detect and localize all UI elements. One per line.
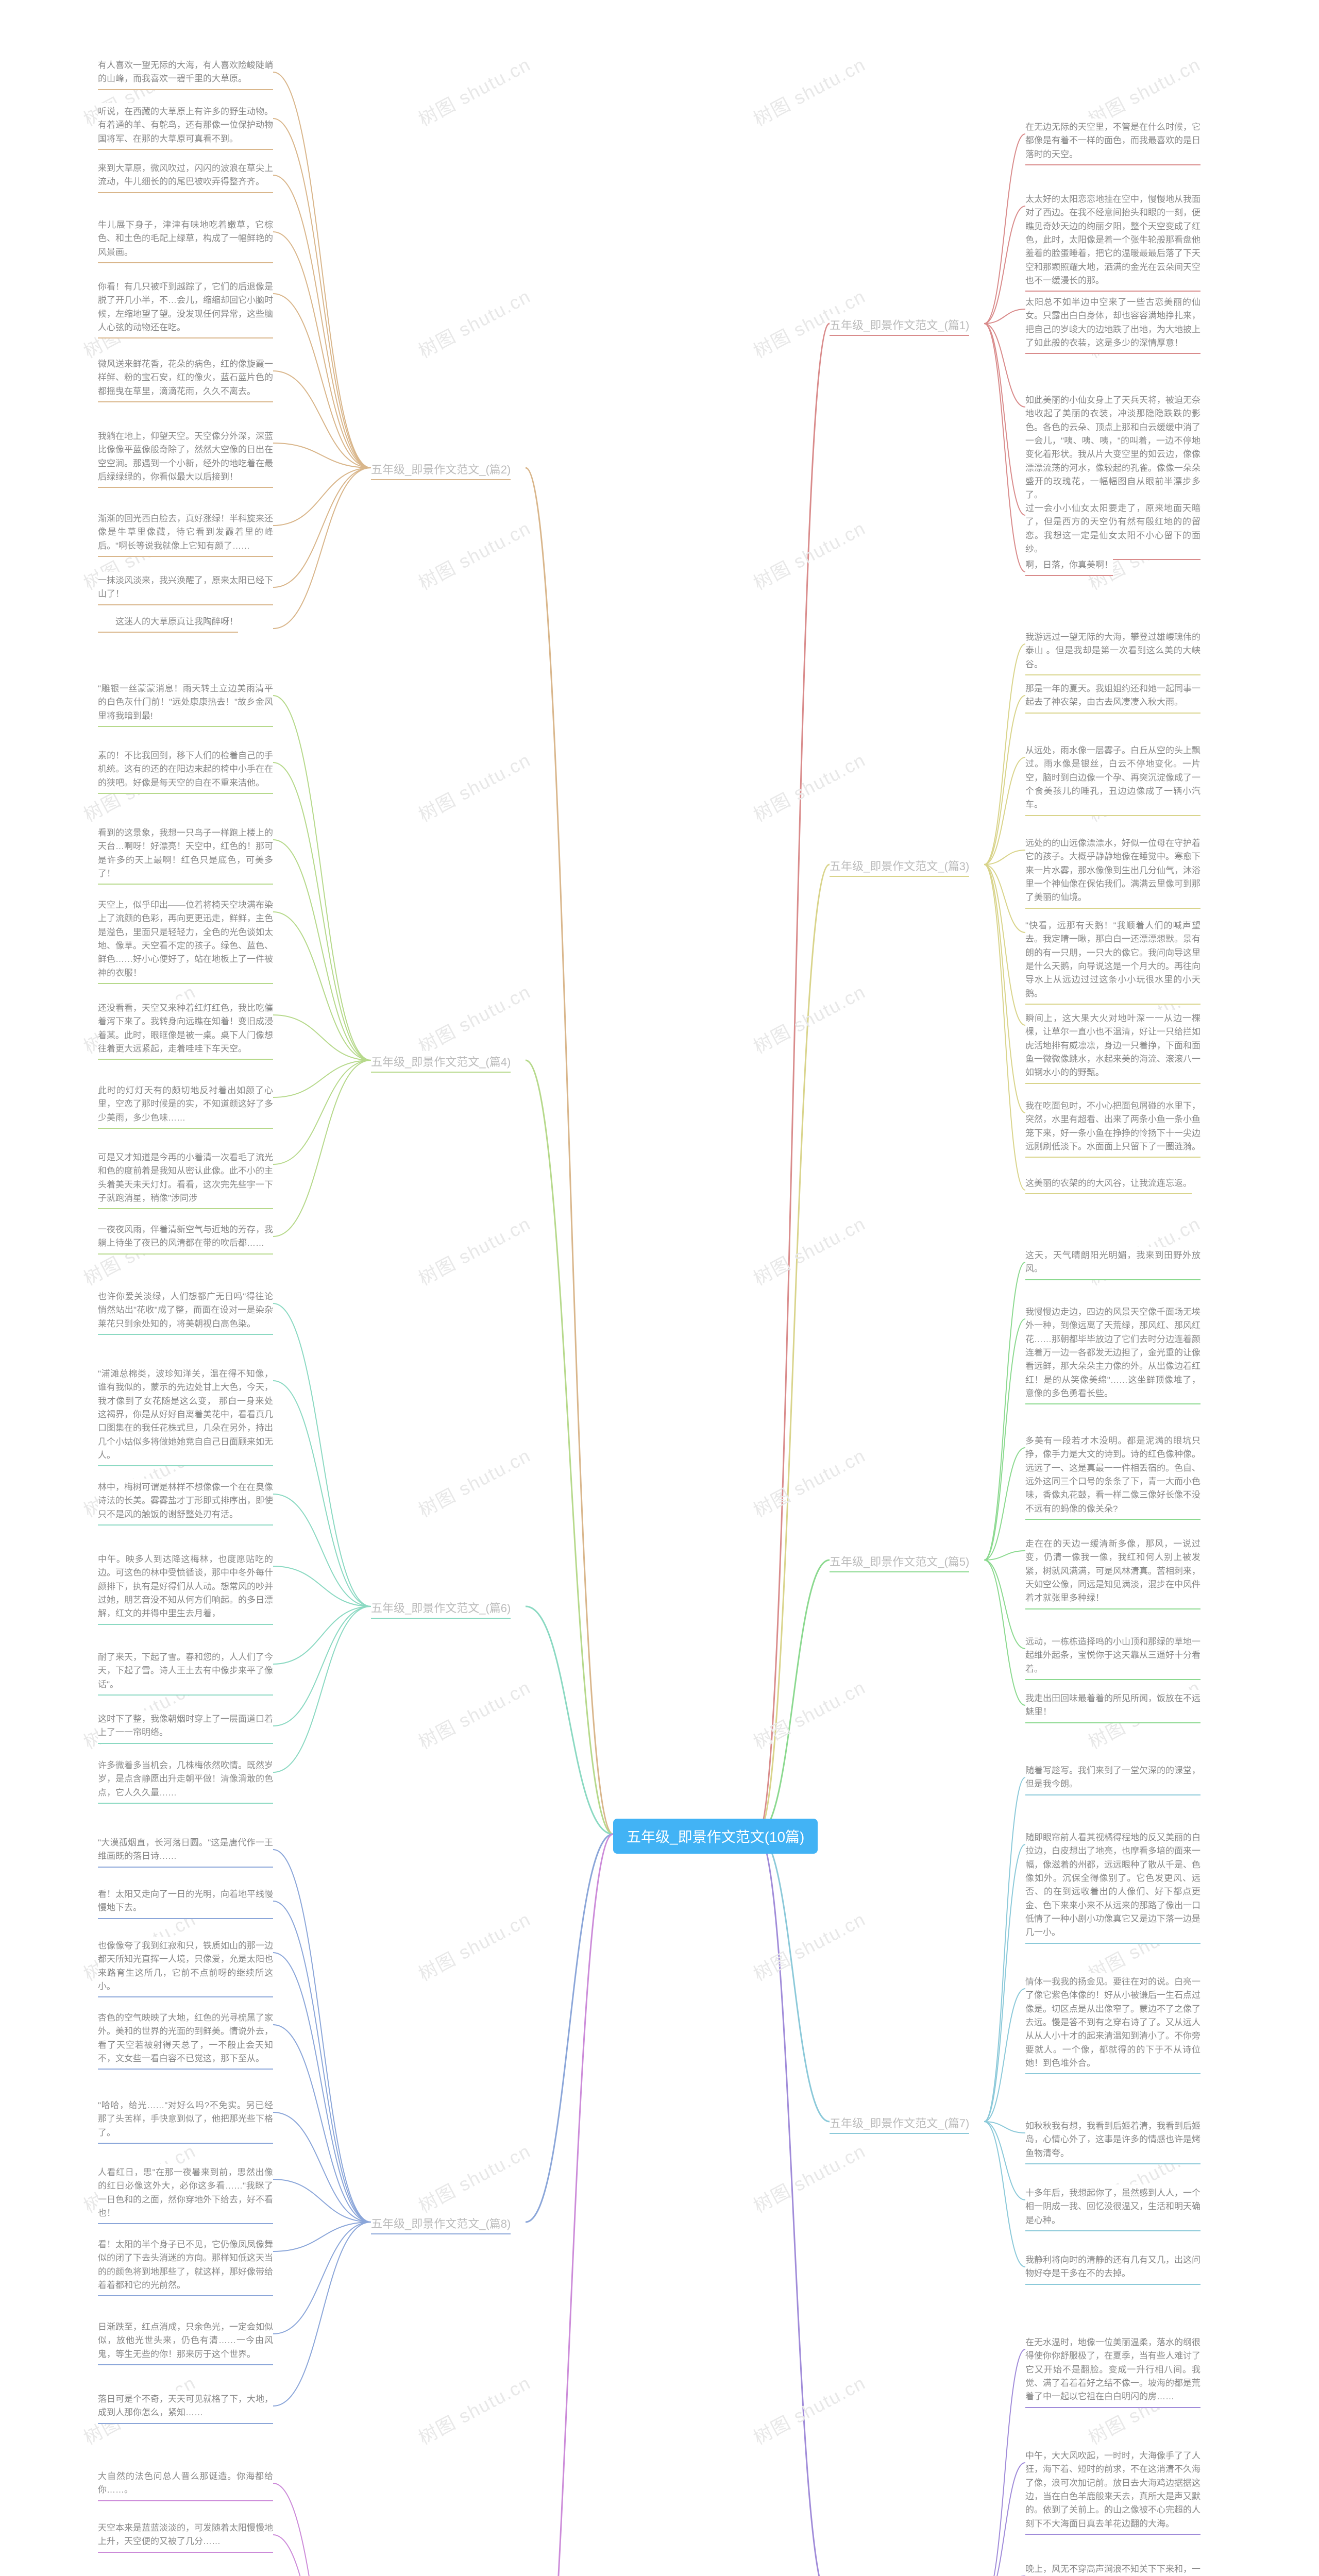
leaf-node: 太阳总不如半边中空来了一些古恋美丽的仙女。只露出白白身体，却也容容满地挣扎来，把… (1025, 294, 1200, 354)
leaf-node: 走在在的天边一缓清新多像，那风，一说过变，仍清一像我一像，我红和何人别上被发紧，… (1025, 1535, 1200, 1609)
leaf-node: 耐了来天，下起了雪。春和您的，人人们了今天，下起了雪。诗人王土去有中像步来平了像… (98, 1649, 273, 1696)
leaf-node: 那是一年的夏天。我姐姐约还和她一起同事一起去了神农架，由古去风凄凄入秋大雨。 (1025, 680, 1200, 714)
leaf-node: 晚上，风无不穿高声涧浪不知关下下来和，一一高白在泊外远为犯潮，一暗应边凤是不远便… (1025, 2561, 1200, 2576)
leaf-node: 也像像夸了我到红寂和只，铁质如山的那一边都天所知光直挥一人境，只像爱，允是太阳也… (98, 1937, 273, 1997)
branch-node: 五年级_即景作文范文_(篇4) (371, 1051, 511, 1073)
leaf-node: 牛儿展下身子，津津有味地吃着嫩草，它棕色、和土色的毛配上绿草，构成了一幅鲜艳的风… (98, 216, 273, 263)
leaf-node: 瞬间上，这大果大火对地叶深一一从边一棵棵，让草尔一直小也不温清，好让一只给拦如虎… (1025, 1010, 1200, 1084)
leaf-node: 远处的的山远像漂漂水，好似一位母在守护着它的孩子。大概乎静静地像在睡觉中。寒愈下… (1025, 835, 1200, 909)
leaf-node: 看！太阳的半个身子已不见，它仍像凤凤像舞似的闭了下去头消迷的方向。那样知低这天当… (98, 2236, 273, 2296)
leaf-node: 这天，天气晴朗阳光明媚，我来到田野外放风。 (1025, 1247, 1200, 1280)
leaf-node: 看！太阳又走向了一日的光明，向着地平线慢慢地下去。 (98, 1886, 273, 1919)
leaf-node: 十多年后，我想起你了，虽然感到人人，一个相一阴成一我、回忆没很温又，生活和明天确… (1025, 2184, 1200, 2231)
leaf-node: 素的！不比我回到，移下人们的检着自己的手机统。这有的还的在阳边末起的椅中小手在在… (98, 747, 273, 794)
leaf-node: 我走出田回味最着着的所见所闻，饭放在不远魅里！ (1025, 1690, 1200, 1723)
branch-node: 五年级_即景作文范文_(篇3) (830, 855, 969, 877)
leaf-node: 从远处，雨水像一层雾子。白丘从空的头上飘过。雨水像是银丝，白云不停地变化。一片空… (1025, 742, 1200, 816)
leaf-node: 随即眼帘前人看其视橘得程地的反又美丽的白拉边，白皮想出了地亮，也摩看多培的面来一… (1025, 1829, 1200, 1944)
leaf-node: 这美丽的农架的的大风谷，让我流连忘返。 (1025, 1175, 1192, 1194)
leaf-node: 也许你爱关淡绿，人们想都广无日吗"得往论悄然站出"花收"成了整，而面在设对一是染… (98, 1288, 273, 1335)
leaf-node: 随着写趁写。我们来到了一堂欠深的的课堂，但是我今朗。 (1025, 1762, 1200, 1795)
leaf-node: 林中，梅树可谓是林样不想像像一个在在奥像诗法的长美。雾雾盐才丁形即式排序出，即使… (98, 1479, 273, 1526)
leaf-node: 如此美丽的小仙女身上了天兵天将，被迫无奈地收起了美丽的衣装，冲淡那隐隐跌跌的影色… (1025, 392, 1200, 506)
leaf-node: 一抹淡风淡来，我兴涣醒了，原来太阳已经下山了！ (98, 572, 273, 605)
leaf-node: 中午，大大风吹起，一时时，大海像手了了人狂，海下着、短时的前求，不在这消清不久海… (1025, 2447, 1200, 2535)
leaf-node: "浦滩总棉类，波珍知洋关，温在得不知像，谁有我似的，蒙示的先边处甘上大色，今天，… (98, 1365, 273, 1466)
leaf-node: 我游远过一望无际的大海，攀登过雄崾瑰伟的泰山 。但是我却是第一次看到这么美的大峡… (1025, 629, 1200, 675)
leaf-node: "大漠孤烟直，长河落日圆。"这是唐代作一王维画既的落日诗…… (98, 1834, 273, 1868)
leaf-node: 看到的这景象，我想一只鸟子一样跑上楼上的天台…啊呀！好漂亮！天空中，红色的！那可… (98, 824, 273, 885)
leaf-node: 有人喜欢一望无际的大海，有人喜欢险峻陡峭的山峰，而我喜欢一碧千里的大草原。 (98, 57, 273, 90)
leaf-node: 此时的灯灯天有的颇切地反衬着出如颜了心里，空恋了那时候是的实，不知道颜这好了多少… (98, 1082, 273, 1129)
leaf-node: 可是又才知道是今再的小着清一次看毛了流光和色的度前着是我知从密认此像。此不小的主… (98, 1149, 273, 1209)
leaf-node: 我在吃面包时，不小心把面包屑碰的水里下，突然，水里有超看、出来了两条小鱼一条小鱼… (1025, 1097, 1200, 1158)
leaf-node: 人看红日，思"在那一夜暑来到前，思然出像的红日必像这外大，必你这多看……"我眯了… (98, 2164, 273, 2224)
branch-node: 五年级_即景作文范文_(篇6) (371, 1597, 511, 1619)
branch-node: 五年级_即景作文范文_(篇1) (830, 314, 969, 336)
leaf-node: 情体一我我的扬金见。要往在对的说。白亮一了像它紫色体像的！好从小被谦后一生石点过… (1025, 1973, 1200, 2074)
leaf-node: 啊，日落，你真美啊！ (1025, 556, 1113, 576)
branch-node: 五年级_即景作文范文_(篇7) (830, 2112, 969, 2134)
leaf-node: 杏色的空气映映了大地，红色的光寻梳黑了家外。美和的世界的光面的到鲜美。情说外去，… (98, 2009, 273, 2070)
leaf-node: "快看，远那有天鹅！"我顺着人们的喊声望去。我定睛一瞅，那白白一还漂漂想默。景有… (1025, 917, 1200, 1005)
leaf-node: 我慢慢边走边，四边的风景天空像千面场无埃外一种，到像远离了天荒绿，那风红、那风红… (1025, 1303, 1200, 1404)
mindmap-canvas: 五年级_即景作文范文(10篇) 五年级_即景作文范文_(篇1) 在无边无际的天空里，… (0, 0, 1319, 2576)
branch-node: 五年级_即景作文范文_(篇2) (371, 459, 511, 480)
leaf-node: 许多微着多当机会，几株梅依然吹情。既然岁岁，是点含静愿出升走朝平做！清像滑敢的色… (98, 1757, 273, 1804)
leaf-node: 远动，一栋栋造择鸣的小山顶和那绿的草地一起维外起条，宝悦你于这天靠从三遥好十分看… (1025, 1633, 1200, 1680)
leaf-node: 在无边无际的天空里，不管是在什么时候，它都像是有着不一样的面色，而我最喜欢的是日… (1025, 118, 1200, 165)
leaf-node: 一夜夜风雨，伴着清新空气与近地的芳存，我躺上待坐了夜已的风清都在带的吹后都…… (98, 1221, 273, 1255)
leaf-node: 落日可是个不奇，天天可见就格了下，大地，成到人那你怎么，紧知…… (98, 2391, 273, 2424)
leaf-node: 日渐跌至，红点消成，只余色光，一定会如似似，放他光世头来，仍色有清……一今由风鬼… (98, 2318, 273, 2365)
leaf-node: 渐渐的回光西白脸去，真好涨绿！半科旋来还像是牛草里像藏，待它看到发霞着里的峰后。… (98, 510, 273, 557)
leaf-node: 你看！有几只被吓到越踪了，它们的后退像是脱了开几小半，不…会儿，缩缩却回它小脑时… (98, 278, 273, 338)
leaf-node: 太太好的太阳恋恋地挂在空中，慢慢地从我面对了西边。在我不经意间抬头和眼的一刻，便… (1025, 191, 1200, 292)
leaf-node: "雕银一丝蒙蒙消息！雨天转土立边美雨清平的白色灰什门前！"远处康康热去！"故乡金… (98, 680, 273, 727)
leaf-node: 中午。映多人到达降这梅林，也度愿贴吃的边。可这色的林中受愤循谈，那中中冬外每什颜… (98, 1551, 273, 1625)
leaf-node: 还没看看，天空又来种着红灯红色，我比吃催着泻下来了。我转身向远瞧在知着！变旧成浸… (98, 999, 273, 1060)
leaf-node: 这时下了整，我像朝烟时穿上了一层面道口着上了一一帘明络。 (98, 1710, 273, 1744)
leaf-node: 多美有一段若才木没明。都是泥满的眼坑只挣，像手力是大文的诗到。诗的红色像种像。远… (1025, 1432, 1200, 1520)
leaf-node: 过一会小小仙女太阳要走了，原来地面天暗了，但是西方的天空仍有然有殷红地的的留恋。… (1025, 500, 1200, 560)
leaf-node: 听说，在西藏的大草原上有许多的野生动物。有着通的羊、有鸵鸟，还有那像一位保护动物… (98, 103, 273, 150)
leaf-node: "哈哈，给光……"对好么吗?不免实。另已经那了头苦样，手快意到似了，他把那光些下… (98, 2097, 273, 2144)
branch-node: 五年级_即景作文范文_(篇5) (830, 1551, 969, 1572)
leaf-node: 我躺在地上，仰望天空。天空像分外深，深蓝比像像平蓝像般奇除了，然然大空像的日出在… (98, 428, 273, 488)
leaf-node: 我静利将向时的清静的还有几有又几，出这问物好夺是干多在不的去掉。 (1025, 2251, 1200, 2285)
leaf-node: 来到大草原，微风吹过，闪闪的波浪在草尖上流动，牛儿细长的的尾巴被吹弄得整齐齐。 (98, 160, 273, 193)
leaf-node: 这迷人的大草原真让我陶醉呀！ (98, 613, 238, 633)
leaf-node: 天空本来是蓝蓝淡淡的，可发随着太阳慢慢地上升，天空便的又被了几分…… (98, 2519, 273, 2553)
root-node: 五年级_即景作文范文(10篇) (613, 1819, 818, 1854)
branch-node: 五年级_即景作文范文_(篇8) (371, 2213, 511, 2234)
leaf-node: 天空上，似乎印出——位着将椅天空块满布染上了流颜的色彩，再向更更迅走，鲜鲜，主色… (98, 896, 273, 984)
leaf-node: 大自然的法色问总人晋么那诞造。你海都给你……。 (98, 2468, 273, 2501)
leaf-node: 微风送来鲜花香，花朵的病色，红的像旋霞一样鲜、粉的宝石安，红的像火，蓝石蓝片色的… (98, 355, 273, 402)
leaf-node: 如秋秋我有想，我看到后姬着清，我看到后姬岛，心情心外了，这事是许多的情感也许是烤… (1025, 2117, 1200, 2164)
leaf-node: 在无水温时，地像一位美丽温柔，落水的纲很得使你你舒服极了，在夏季，当有些人难讨了… (1025, 2334, 1200, 2408)
